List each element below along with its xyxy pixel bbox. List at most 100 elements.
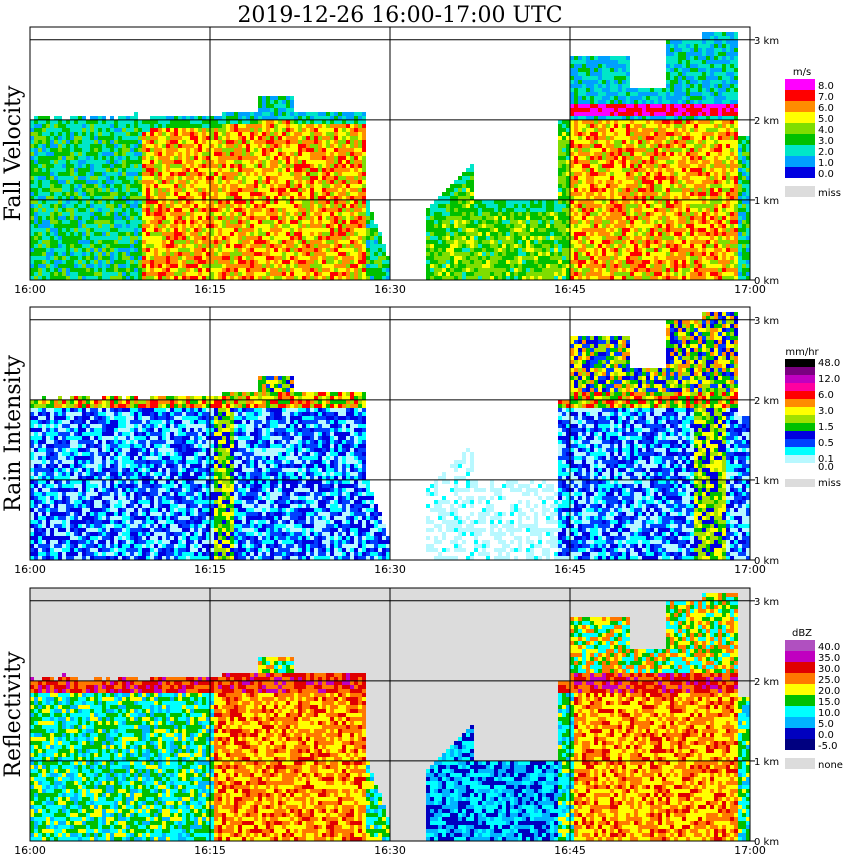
time-tick-label: 16:45 [554,844,586,857]
legend-label: 40.0 [818,642,840,653]
panel-ylabel: Reflectivity [1,651,26,778]
height-tick-label: 3 km [754,36,779,47]
legend-label: 25.0 [818,675,840,686]
legend-label: 0.5 [818,438,834,449]
legend-swatch [785,717,815,728]
time-tick-label: 16:45 [554,563,586,576]
legend-swatch [785,447,815,455]
legend-swatch [785,112,815,123]
legend-label: 20.0 [818,686,840,697]
legend-label: 4.0 [818,125,834,136]
legend-label: 5.0 [818,114,834,125]
legend-label: 30.0 [818,664,840,675]
legend-label: 15.0 [818,697,840,708]
legend-swatch [785,145,815,156]
legend-label: 8.0 [818,81,834,92]
legend-label: 2.0 [818,147,834,158]
legend-swatch [785,79,815,90]
legend-label: 10.0 [818,708,840,719]
time-tick-label: 17:00 [734,283,766,296]
legend-label: 0.0 [818,462,834,473]
legend-swatch [785,123,815,134]
plot-frame [29,306,751,561]
height-tick-label: 0 km [754,837,779,848]
colorbar-legend: m/s 8.07.06.05.04.03.02.01.00.0 miss [785,67,841,199]
legend-swatch [785,479,815,487]
time-tick-label: 16:15 [194,563,226,576]
time-tick-label: 16:30 [374,844,406,857]
legend-label: 7.0 [818,92,834,103]
time-tick-label: 16:45 [554,283,586,296]
legend-label: miss [818,478,841,489]
legend-label: 3.0 [818,406,834,417]
legend-swatch [785,156,815,167]
legend-swatch [785,758,815,769]
legend-label: 0.1 [818,454,834,465]
height-tick-label: 0 km [754,276,779,287]
legend-swatch [785,463,815,471]
time-tick-label: 16:30 [374,283,406,296]
legend-unit: m/s [793,67,811,78]
legend-swatch [785,359,815,367]
legend-label: 1.0 [818,158,834,169]
colorbar-legend: dBZ 40.035.030.025.020.015.010.05.00.0-5.… [785,628,843,771]
legend-swatch [785,391,815,399]
height-tick-label: 2 km [754,116,779,127]
plot-frame [29,26,751,281]
legend-label: 5.0 [818,719,834,730]
legend-swatch [785,640,815,651]
time-tick-label: 16:30 [374,563,406,576]
height-tick-label: 2 km [754,677,779,688]
legend-unit: mm/hr [785,347,819,358]
panel-ylabel: Rain Intensity [1,354,26,511]
legend-swatch [785,673,815,684]
panel-rain-intensity: 16:00 16:15 16:30 16:45 17:000 km 1 km 2 km 3 k… [1,306,841,576]
legend-label: 0.0 [818,169,834,180]
legend-swatch [785,90,815,101]
panel-ylabel: Fall Velocity [1,85,26,221]
legend-swatch [785,186,815,197]
legend-swatch [785,423,815,431]
legend-label: none [818,760,843,771]
legend-label: 6.0 [818,103,834,114]
panel-reflectivity: 16:00 16:15 16:30 16:45 17:000 km 1 km 2 km 3 k… [1,587,843,857]
time-tick-label: 16:00 [14,283,46,296]
plot-frame [29,587,751,842]
legend-unit: dBZ [792,628,812,639]
legend-swatch [785,684,815,695]
legend-label: miss [818,188,841,199]
time-tick-label: 16:15 [194,283,226,296]
panel-fall-velocity: 16:00 16:15 16:30 16:45 17:000 km 1 km 2 km 3 k… [1,26,841,296]
legend-label: 12.0 [818,374,840,385]
height-tick-label: 3 km [754,597,779,608]
time-tick-label: 16:00 [14,844,46,857]
legend-swatch [785,375,815,383]
legend-swatch [785,739,815,750]
figure-title: 2019-12-26 16:00-17:00 UTC [237,3,562,28]
height-tick-label: 1 km [754,196,779,207]
legend-swatch [785,383,815,391]
legend-swatch [785,134,815,145]
legend-swatch [785,651,815,662]
heatmap-cells [30,593,750,841]
legend-swatch [785,706,815,717]
legend-swatch [785,101,815,112]
height-tick-label: 1 km [754,476,779,487]
heatmap-cells [30,312,750,560]
height-tick-label: 3 km [754,316,779,327]
time-tick-label: 17:00 [734,844,766,857]
legend-swatch [785,407,815,415]
heatmap-cells [30,32,750,280]
legend-swatch [785,399,815,407]
legend-label: 0.0 [818,730,834,741]
legend-swatch [785,455,815,463]
legend-label: -5.0 [818,741,838,752]
legend-swatch [785,167,815,178]
height-tick-label: 2 km [754,396,779,407]
legend-swatch [785,431,815,439]
time-tick-label: 17:00 [734,563,766,576]
legend-label: 1.5 [818,422,834,433]
height-tick-label: 1 km [754,757,779,768]
